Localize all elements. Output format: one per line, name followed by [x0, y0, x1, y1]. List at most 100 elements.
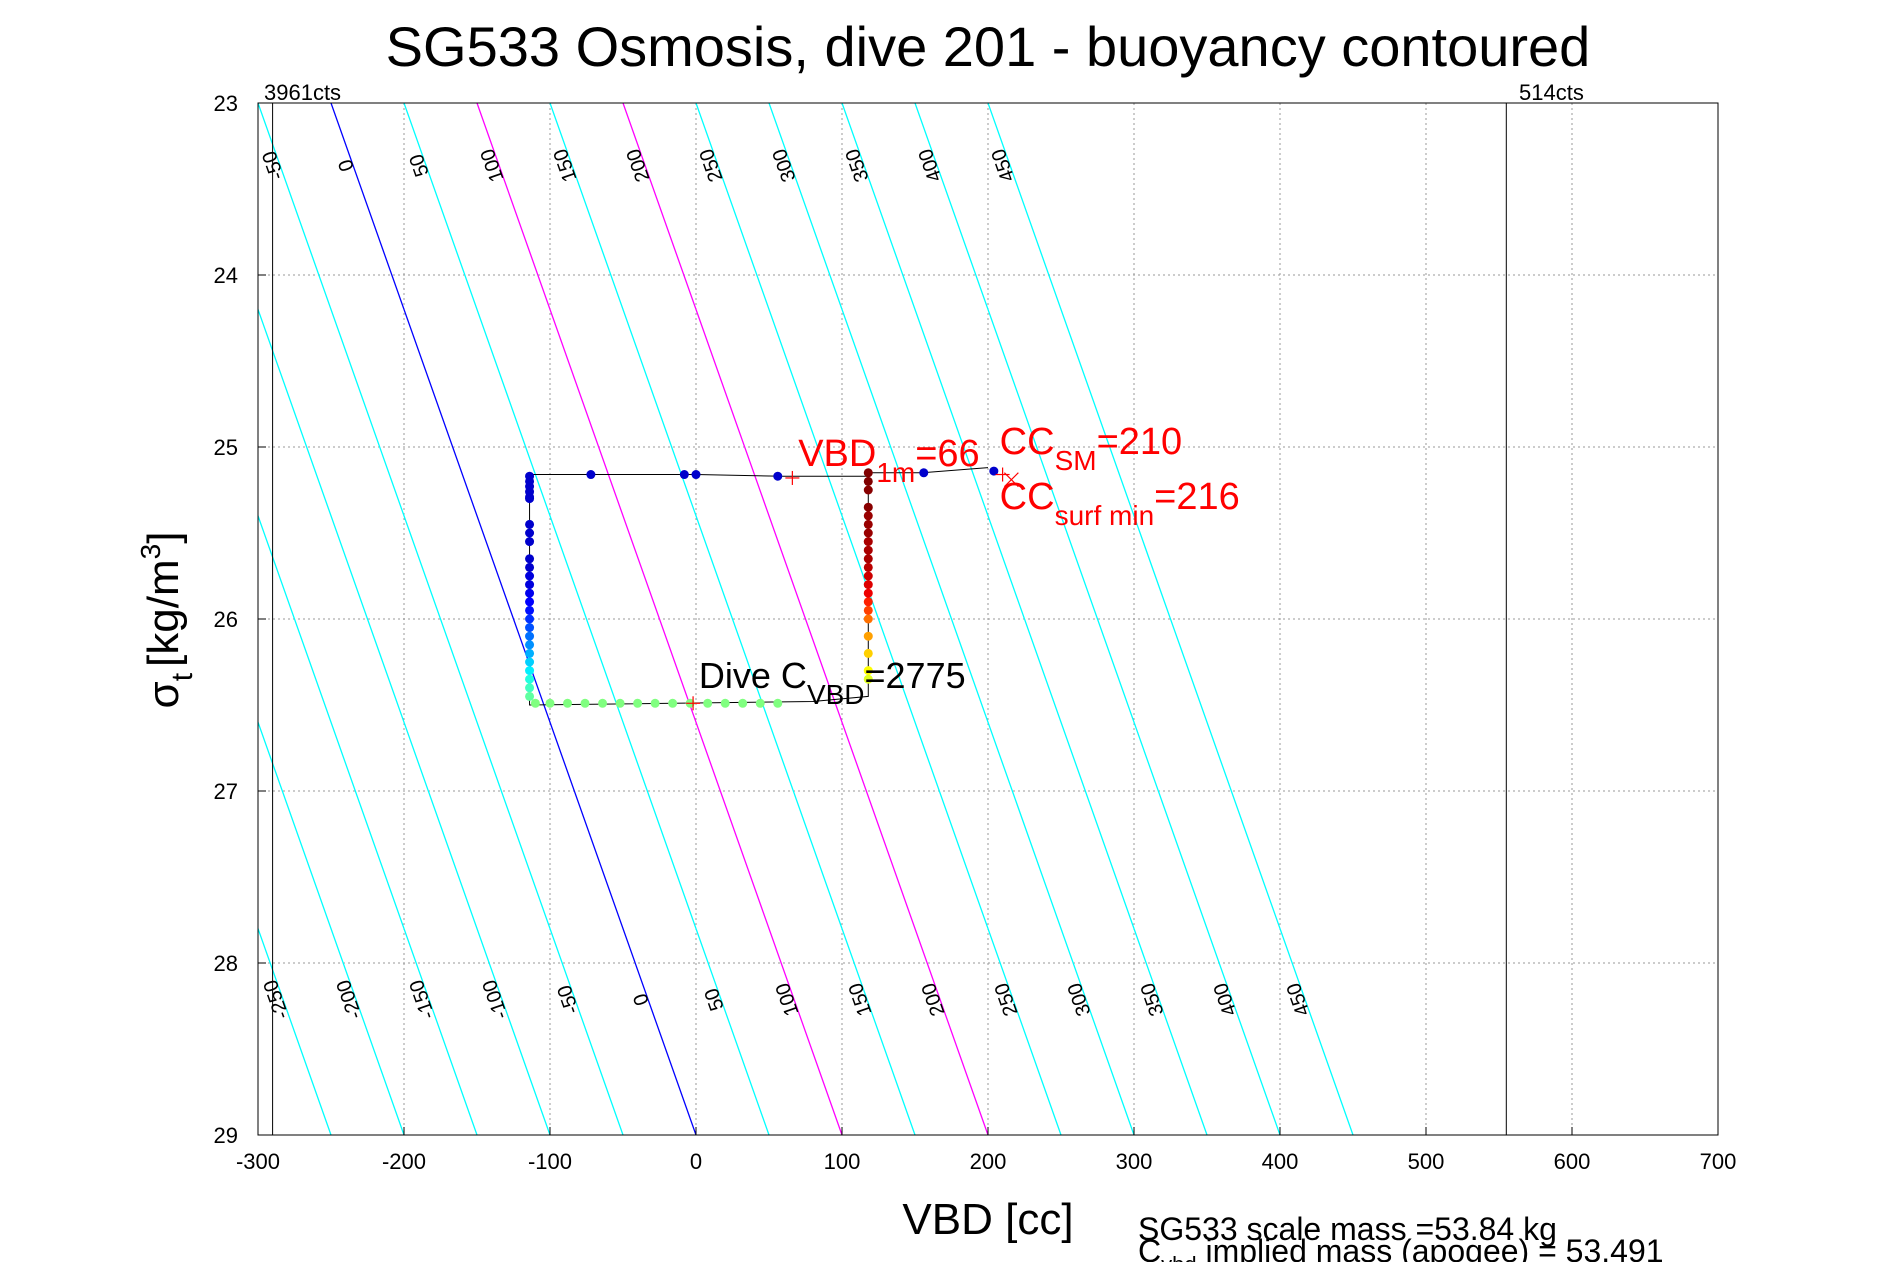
data-point-39	[755, 698, 765, 708]
data-point-24	[525, 683, 535, 693]
x-tick-label-9: 600	[1554, 1149, 1591, 1174]
marker-0	[785, 470, 800, 485]
annotation-dive-c-vbd-main: Dive C	[699, 655, 807, 696]
x-axis-label: VBD [cc]	[902, 1195, 1073, 1244]
x-tick-label-10: 700	[1700, 1149, 1737, 1174]
data-point-25	[525, 691, 535, 701]
contour-label-9-1: -50	[553, 982, 583, 1017]
contour-label-6-1: -200	[333, 977, 367, 1022]
annotation-cc-sm-sub: SM	[1055, 445, 1097, 476]
data-point-18	[525, 631, 535, 641]
annotation-cc-sm-main: CC	[1000, 421, 1055, 463]
contour-label-12-0: 100	[477, 146, 509, 185]
data-point-21	[525, 657, 535, 667]
data-point-48	[863, 588, 873, 598]
annotation-vbd-1m: VBD1m=66	[798, 433, 980, 488]
annotation-cc-surf-min: CCsurf min=216	[1000, 476, 1240, 531]
annotation-vbd-1m-tail: =66	[915, 433, 979, 475]
data-point-40	[773, 698, 783, 708]
data-point-42	[863, 666, 873, 676]
data-point-56	[863, 519, 873, 529]
data-point-5	[525, 494, 535, 504]
contour-line-13	[549, 103, 916, 1135]
marker-1	[995, 467, 1010, 482]
data-point-34	[668, 698, 678, 708]
x-tick-label-2: -100	[528, 1149, 572, 1174]
contour-label-5-1: -250	[260, 977, 294, 1022]
footer-implied-mass: Cvbd implied mass (apogee) = 53.491	[1138, 1233, 1664, 1262]
data-point-7	[525, 528, 535, 538]
contour-label-9-0: -50	[258, 148, 288, 183]
contour-label-14-1: 200	[918, 980, 950, 1019]
footer-c: C	[1138, 1233, 1161, 1262]
data-point-47	[863, 597, 873, 607]
y-label-sigma: σ	[139, 681, 188, 708]
data-point-19	[525, 640, 535, 650]
trajectory-line	[529, 467, 989, 706]
data-point-38	[738, 698, 748, 708]
grid	[257, 102, 1719, 1136]
data-point-67	[989, 466, 999, 476]
data-point-33	[650, 698, 660, 708]
contour-label-17-0: 350	[842, 146, 874, 185]
data-point-13	[525, 588, 535, 598]
contour-label-13-0: 150	[550, 146, 582, 185]
y-tick-label-3: 26	[214, 607, 238, 632]
contour-label-17-1: 350	[1137, 980, 1169, 1019]
data-point-29	[580, 698, 590, 708]
data-point-58	[863, 502, 873, 512]
marker-2-b	[1003, 472, 1019, 488]
data-point-52	[863, 554, 873, 564]
annotation-dive-c-vbd: Dive CVBD=2775	[699, 655, 966, 710]
contour-label-18-0: 400	[915, 146, 947, 185]
contour-line-19	[987, 103, 1354, 1135]
footer-vbd-sub: vbd	[1161, 1252, 1196, 1262]
x-tick-label-1: -200	[382, 1149, 426, 1174]
annotation-vbd-1m-sub: 1m	[876, 457, 915, 488]
data-point-16	[525, 614, 535, 624]
contour-line-15	[695, 103, 1062, 1135]
contour-label-19-1: 450	[1283, 980, 1315, 1019]
data-point-32	[633, 698, 643, 708]
y-label-close: ]	[139, 532, 188, 544]
y-tick-label-2: 25	[214, 435, 238, 460]
contour-label-8-1: -100	[479, 977, 513, 1022]
counts-right: 514cts	[1519, 80, 1584, 105]
data-point-62	[586, 470, 596, 480]
data-point-14	[525, 597, 535, 607]
trajectory	[529, 467, 989, 706]
data-point-17	[525, 623, 535, 633]
contour-line-10	[330, 103, 697, 1135]
contour-line-6	[258, 720, 405, 1135]
y-tick-label-5: 28	[214, 951, 238, 976]
data-point-37	[720, 698, 730, 708]
contour-label-14-0: 200	[623, 146, 655, 185]
contour-label-15-1: 250	[991, 980, 1023, 1019]
x-tick-label-3: 0	[690, 1149, 702, 1174]
data-point-63	[679, 470, 689, 480]
data-point-43	[863, 648, 873, 658]
contour-line-9	[258, 103, 624, 1135]
contour-label-7-1: -150	[406, 977, 440, 1022]
axis-ticks: -300 -200 -100 0 100 200 300 400 500 600 700 23 24 25…	[214, 91, 1737, 1174]
footer-tail: implied mass (apogee) = 53.491	[1197, 1233, 1664, 1262]
data-point-61	[863, 468, 873, 478]
contour-line-8	[258, 307, 551, 1135]
contour-label-18-1: 400	[1210, 980, 1242, 1019]
data-point-15	[525, 605, 535, 615]
annotation-cc-sm-tail: =210	[1097, 421, 1183, 463]
y-axis-label: σt [kg/m3]	[135, 532, 199, 709]
data-point-8	[525, 537, 535, 547]
data-point-30	[598, 698, 608, 708]
contour-line-16	[768, 103, 1135, 1135]
annotation-dive-c-vbd-sub: VBD	[807, 679, 865, 710]
contour-line-1	[0, 103, 39, 1135]
contour-line-12	[476, 103, 843, 1135]
data-point-45	[863, 614, 873, 624]
y-tick-label-4: 27	[214, 779, 238, 804]
data-point-41	[863, 674, 873, 684]
data-point-10	[525, 562, 535, 572]
data-point-50	[863, 571, 873, 581]
